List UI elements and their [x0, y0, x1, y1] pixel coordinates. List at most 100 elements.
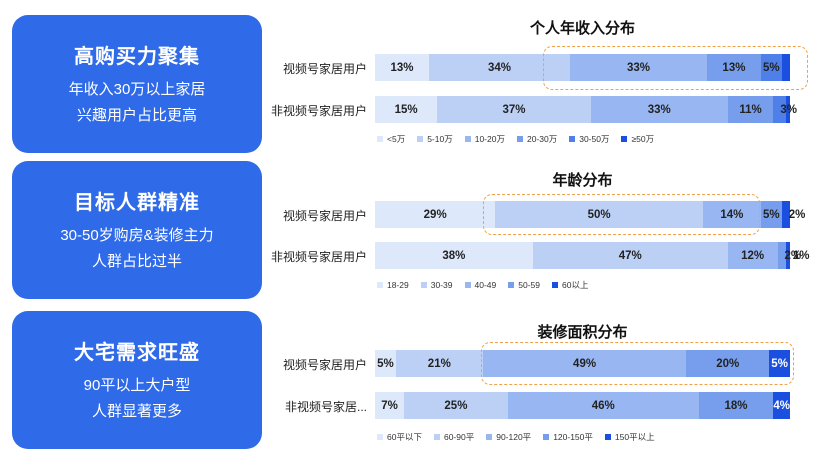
legend-swatch — [377, 434, 383, 440]
row-label: 非视频号家居... — [284, 400, 367, 414]
card-title: 大宅需求旺盛 — [74, 341, 200, 364]
bar-value-label: 1% — [792, 249, 810, 262]
bar-value-label: 13% — [722, 61, 746, 74]
legend-swatch — [508, 282, 515, 288]
row-label: 非视频号家居用户 — [270, 104, 367, 118]
legend-swatch — [569, 136, 576, 142]
bar-value-label: 4% — [773, 399, 790, 412]
legend-item: 10-20万 — [464, 133, 505, 145]
legend-item: 60以上 — [552, 279, 588, 291]
bar-segment: 25% — [404, 392, 508, 419]
legend-item: 60平以下 — [377, 431, 422, 443]
bar-segment: 13% — [706, 54, 761, 81]
bar-value-label: 29% — [423, 208, 447, 221]
legend-label: 60-90平 — [443, 432, 475, 442]
legend-swatch — [621, 136, 628, 142]
bar-value-label: 33% — [647, 103, 671, 116]
bar-segment: 33% — [570, 54, 707, 81]
bar-segment: 20% — [686, 350, 770, 377]
legend-swatch — [543, 434, 550, 440]
bar-segment: 13% — [375, 54, 429, 81]
bar-segment: 15% — [375, 96, 438, 123]
legend-label: 150平以上 — [614, 432, 655, 442]
card-title: 高购买力聚集 — [74, 45, 200, 68]
legend-label: ≥50万 — [631, 134, 655, 144]
legend-swatch — [420, 282, 427, 288]
chart-title: 装修面积分布 — [537, 324, 628, 341]
bar-segment: 12% — [727, 242, 778, 269]
legend-swatch — [552, 282, 558, 288]
bar-value-label: 49% — [573, 357, 597, 370]
bar-value-label: 20% — [716, 357, 740, 370]
legend-label: 90-120平 — [496, 432, 532, 442]
bar-segment: 1% — [785, 242, 809, 269]
legend-label: <5万 — [387, 134, 406, 144]
bar-value-label: 7% — [381, 399, 398, 412]
bar-segment: 2% — [781, 201, 805, 228]
bar-value-label: 34% — [487, 61, 511, 74]
highlight-box — [481, 342, 794, 385]
bar-value-label: 38% — [442, 249, 466, 262]
bar-value-label: 47% — [618, 249, 642, 262]
bar-value-label: 12% — [741, 249, 765, 262]
legend-swatch — [604, 434, 611, 440]
bar-segment: 33% — [590, 96, 728, 123]
legend-item: 150平以上 — [604, 431, 655, 443]
bar-segment: 50% — [495, 201, 703, 228]
legend-label: 50-59 — [518, 280, 540, 290]
legend-item: 5-10万 — [417, 133, 453, 145]
bar-value-label: 2% — [784, 249, 802, 262]
bar-segment: 46% — [507, 392, 699, 419]
bar-segment: 21% — [395, 350, 483, 377]
stacked-bar: 29% 50% 14% 5% 2% — [375, 201, 805, 228]
chart-title: 个人年收入分布 — [529, 20, 635, 37]
legend-item: 18-29 — [377, 280, 409, 290]
stacked-bar: 7% 25% 46% 18% 4% — [375, 392, 790, 419]
chart-legend: 60平以下 60-90平 90-120平 120-150平 150平以上 — [377, 431, 667, 443]
bar-segment: 47% — [532, 242, 728, 269]
legend-label: 10-20万 — [474, 134, 505, 144]
legend-swatch — [516, 136, 523, 142]
row-label: 非视频号家居用户 — [270, 250, 367, 264]
bar-value-label: 5% — [763, 208, 780, 221]
legend-swatch — [464, 282, 471, 288]
chart-legend: <5万 5-10万 10-20万 20-30万 30-50万 ≥50万 — [377, 133, 666, 145]
bar-value-label: 3% — [780, 103, 797, 116]
legend-label: 60以上 — [562, 280, 589, 290]
legend-item: 90-120平 — [486, 431, 531, 443]
legend-swatch — [377, 136, 383, 142]
bar-segment: 14% — [702, 201, 761, 228]
bar-value-label: 15% — [394, 103, 418, 116]
legend-swatch — [417, 136, 424, 142]
bar-segment: 5% — [760, 54, 782, 81]
bar-value-label: 33% — [626, 61, 651, 74]
summary-card: 目标人群精准 30-50岁购房&装修主力 人群占比过半 — [12, 161, 262, 299]
bar-segment: 49% — [482, 350, 687, 377]
bar-segment: 18% — [698, 392, 774, 419]
legend-item: 120-150平 — [543, 431, 593, 443]
bar-segment: 5% — [375, 350, 396, 377]
bar-value-label: 37% — [502, 103, 526, 116]
card-line: 90平以上大户型 — [83, 376, 191, 394]
legend-item: ≥50万 — [621, 133, 654, 145]
legend-item: 20-30万 — [516, 133, 558, 145]
legend-label: 18-29 — [387, 280, 409, 290]
bar-segment: 4% — [773, 392, 790, 419]
row-label: 视频号家居用户 — [282, 358, 367, 372]
bar-segment: 5% — [760, 201, 782, 228]
bar-segment: 11% — [727, 96, 774, 123]
bar-value-label: 5% — [771, 357, 788, 370]
card-line: 人群显著更多 — [91, 402, 182, 420]
chart-title: 年龄分布 — [552, 172, 613, 189]
bar-segment: 38% — [375, 242, 533, 269]
bar-segment: 7% — [375, 392, 405, 419]
legend-label: 30-50万 — [579, 134, 610, 144]
legend-label: 40-49 — [474, 280, 497, 290]
legend-swatch — [377, 282, 383, 288]
bar-value-label: 25% — [444, 399, 468, 412]
row-label: 视频号家居用户 — [282, 62, 367, 76]
bar-value-label: 18% — [724, 399, 748, 412]
card-title: 目标人群精准 — [74, 191, 200, 214]
bar-value-label: 14% — [720, 208, 744, 221]
legend-label: 20-30万 — [526, 134, 558, 144]
